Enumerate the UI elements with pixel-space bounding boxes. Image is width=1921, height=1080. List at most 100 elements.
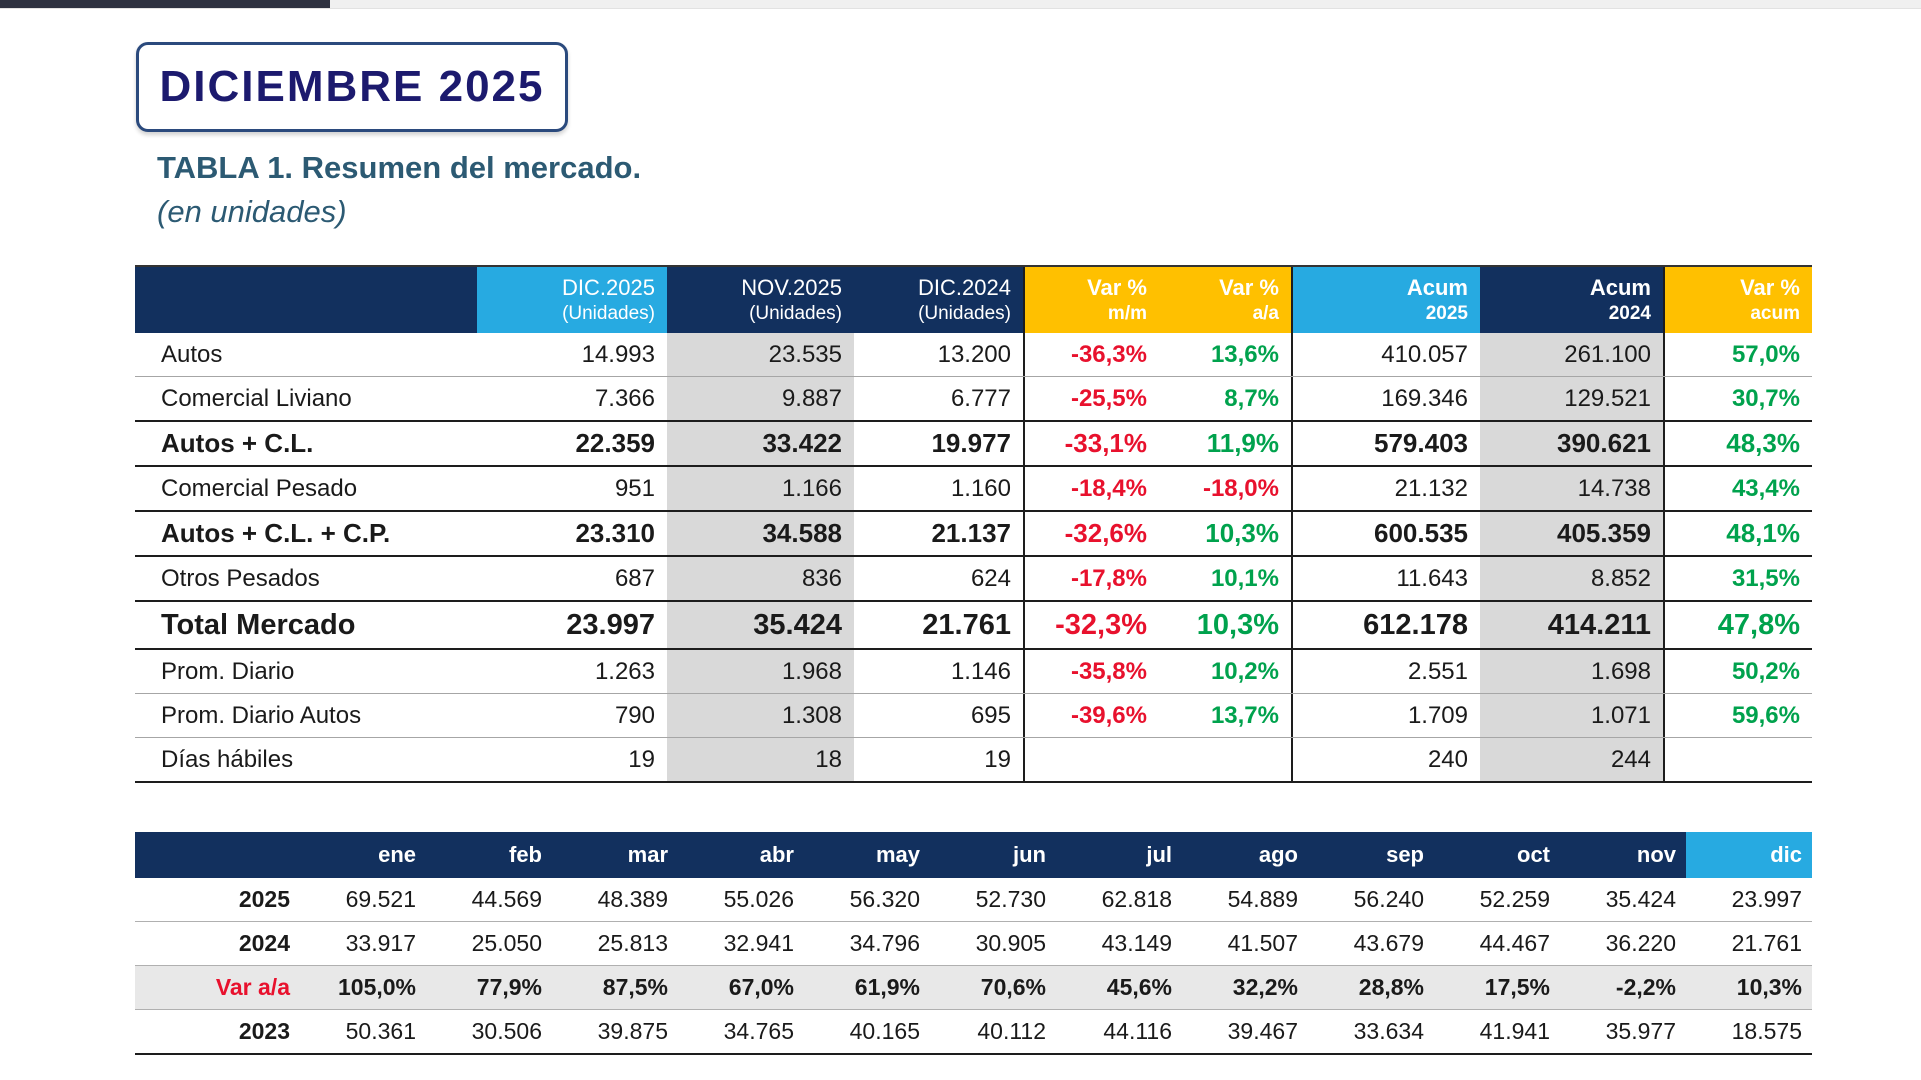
table-cell: 44.569 <box>471 886 542 912</box>
table-cell: -32,6% <box>1064 518 1147 548</box>
table-cell: 836 <box>667 557 854 600</box>
table-cell: 40.165 <box>849 1018 920 1044</box>
table-cell: 50.361 <box>345 1018 416 1044</box>
header-cell: NOV.2025 (Unidades) <box>667 267 854 333</box>
table-cell: 43.679 <box>1353 930 1424 956</box>
table-cell: 21.761 <box>1731 930 1802 956</box>
table-row: Días hábiles 19 18 19 240 244 <box>135 737 1812 783</box>
table-cell: 56.320 <box>849 886 920 912</box>
month-box: DICIEMBRE 2025 <box>136 42 568 132</box>
table-title: TABLA 1. Resumen del mercado. <box>157 150 642 185</box>
table-cell: 13,7% <box>1159 694 1293 737</box>
header-cell: Var % a/a <box>1159 267 1293 333</box>
table-cell: 39.467 <box>1227 1018 1298 1044</box>
table-cell: -33,1% <box>1064 428 1147 458</box>
table-row: Prom. Diario 1.263 1.968 1.146 -35,8% 10,2% 2.… <box>135 648 1812 693</box>
month-header-cell: mar <box>552 832 678 878</box>
header-cell: Var % m/m <box>1025 267 1159 333</box>
table-cell: 7.366 <box>594 384 655 412</box>
table-cell: 70,6% <box>930 966 1056 1009</box>
row-label: Otros Pesados <box>161 564 320 592</box>
table-cell: 1.146 <box>854 650 1025 693</box>
table-cell: 612.178 <box>1363 608 1468 641</box>
month-header-cell: jun <box>930 832 1056 878</box>
month-box-label: DICIEMBRE 2025 <box>159 62 545 111</box>
table-cell: 52.259 <box>1479 886 1550 912</box>
table-cell: 40.112 <box>977 1018 1046 1044</box>
table-cell: -18,0% <box>1159 467 1293 510</box>
table-cell: 34.765 <box>723 1018 794 1044</box>
table-cell: -35,8% <box>1070 657 1147 685</box>
table-row: Otros Pesados 687 836 624 -17,8% 10,1% 11.643 8… <box>135 555 1812 600</box>
monthly-header-empty-cell <box>135 832 300 878</box>
header-cell: Acum 2025 <box>1293 267 1480 333</box>
header-cell-line1: DIC.2025 <box>562 275 655 301</box>
table-cell <box>1025 738 1159 781</box>
table-cell: 579.403 <box>1374 428 1468 458</box>
row-label: Comercial Pesado <box>161 474 358 502</box>
table-cell: 790 <box>614 701 655 729</box>
table-cell: 1.071 <box>1480 694 1665 737</box>
header-cell-line1: Acum <box>1589 275 1651 301</box>
table-cell: 244 <box>1480 738 1665 781</box>
header-cell-line1: Var % <box>1087 275 1147 301</box>
table-cell: -25,5% <box>1070 384 1147 412</box>
row-label: Total Mercado <box>161 608 356 641</box>
table-cell: 36.220 <box>1605 930 1676 956</box>
table-cell: 55.026 <box>723 886 794 912</box>
table-cell: 30.506 <box>471 1018 542 1044</box>
monthly-totals-table: ene feb mar abr may jun jul ago sep oct nov dic 2025… <box>135 832 1812 1055</box>
table-cell: 261.100 <box>1480 333 1665 376</box>
table-cell: 19.977 <box>854 422 1025 465</box>
month-header-cell: jul <box>1056 832 1182 878</box>
table-cell: 19 <box>854 738 1025 781</box>
month-header-cell: may <box>804 832 930 878</box>
table-cell: 48,3% <box>1726 428 1800 458</box>
table-cell: -36,3% <box>1070 340 1147 368</box>
table-cell: 25.813 <box>597 930 668 956</box>
table-cell: 8,7% <box>1159 377 1293 420</box>
table-cell: 14.993 <box>581 340 655 368</box>
row-label: 2024 <box>238 930 290 956</box>
header-cell-line2: 2024 <box>1608 302 1651 324</box>
table-cell: 62.818 <box>1101 886 1172 912</box>
table-row: Autos + C.L. + C.P. 23.310 34.588 21.137 -32… <box>135 510 1812 555</box>
month-header-cell: ene <box>300 832 426 878</box>
table-cell: 18.575 <box>1731 1018 1802 1044</box>
table-cell: 21.132 <box>1394 474 1468 502</box>
table-cell: 19 <box>628 745 655 773</box>
table-cell: 10,2% <box>1159 650 1293 693</box>
summary-header-row: DIC.2025 (Unidades) NOV.2025 (Unidades) DIC.… <box>135 265 1812 333</box>
month-header-cell: dic <box>1686 832 1812 878</box>
top-strip-accent <box>0 0 330 8</box>
table-cell: 105,0% <box>300 966 426 1009</box>
table-cell: 61,9% <box>804 966 930 1009</box>
table-cell: 21.137 <box>854 512 1025 555</box>
table-cell: 69.521 <box>345 886 416 912</box>
table-cell: 1.160 <box>854 467 1025 510</box>
table-cell <box>1159 738 1293 781</box>
table-cell: 22.359 <box>575 428 655 458</box>
table-row: Comercial Liviano 7.366 9.887 6.777 -25,5% 8,… <box>135 376 1812 420</box>
table-cell: 951 <box>614 474 655 502</box>
row-label: Prom. Diario Autos <box>161 701 362 729</box>
table-cell: 50,2% <box>1731 657 1800 685</box>
table-cell: -32,3% <box>1055 608 1147 641</box>
table-cell: 21.761 <box>854 602 1025 648</box>
table-cell: 414.211 <box>1480 602 1665 648</box>
table-cell: 14.738 <box>1480 467 1665 510</box>
table-cell: 45,6% <box>1056 966 1182 1009</box>
table-cell: 169.346 <box>1381 384 1468 412</box>
header-cell-line1: NOV.2025 <box>741 275 842 301</box>
table-cell: 23.310 <box>575 518 655 548</box>
row-label: 2023 <box>238 1018 290 1044</box>
row-label: Autos <box>161 340 223 368</box>
table-cell: 695 <box>854 694 1025 737</box>
table-cell: 35.424 <box>667 602 854 648</box>
table-cell: 43.149 <box>1101 930 1172 956</box>
month-header-cell: abr <box>678 832 804 878</box>
table-cell: 10,3% <box>1159 602 1293 648</box>
table-cell: 405.359 <box>1480 512 1665 555</box>
table-cell: 35.424 <box>1605 886 1676 912</box>
table-subtitle: (en unidades) <box>157 194 347 229</box>
